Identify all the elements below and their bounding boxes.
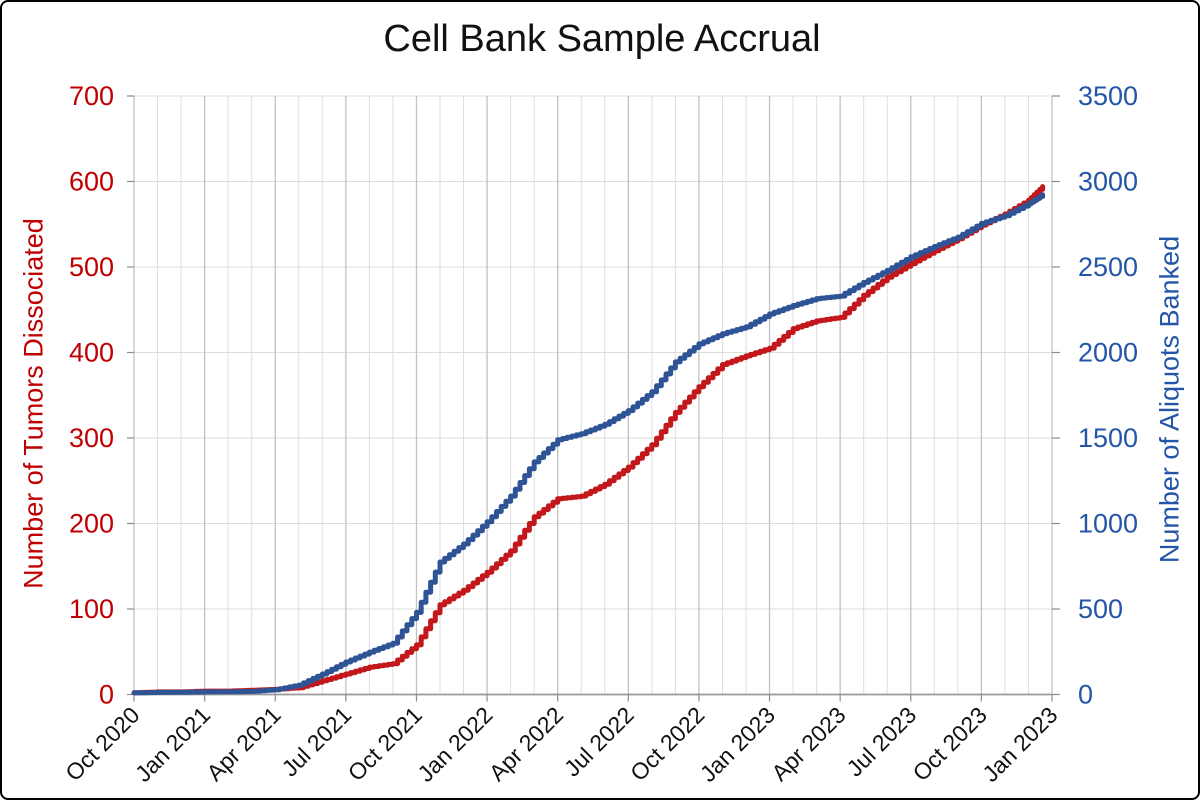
y-left-axis-title: Number of Tumors Dissociated — [18, 218, 49, 589]
aliquots-banked-line — [131, 192, 1046, 696]
tumors-dissociated-line — [131, 184, 1046, 696]
y-left-tick-label: 300 — [69, 423, 114, 453]
x-tick-label: Apr 2021 — [201, 702, 285, 786]
x-tick-label: Apr 2022 — [484, 702, 568, 786]
y-right-tick-label: 1000 — [1078, 509, 1138, 539]
y-left-tick-label: 0 — [99, 680, 114, 710]
x-tick-label: Jan 2021 — [130, 702, 215, 787]
chart-title: Cell Bank Sample Accrual — [383, 18, 821, 60]
x-tick-label: Jan 2023 — [977, 702, 1062, 787]
y-left-tick-label: 600 — [69, 167, 114, 197]
y-left-tick-label: 500 — [69, 252, 114, 282]
y-right-tick-label: 2000 — [1078, 338, 1138, 368]
y-right-axis-title: Number of Aliquots Banked — [1154, 235, 1185, 564]
y-right-tick-label: 500 — [1078, 594, 1123, 624]
x-tick-label: Oct 2022 — [625, 702, 709, 786]
y-left-tick-label: 100 — [69, 594, 114, 624]
x-tick-label: Oct 2020 — [60, 702, 144, 786]
y-right-tick-label: 1500 — [1078, 423, 1138, 453]
y-left-tick-label: 400 — [69, 338, 114, 368]
x-tick-label: Oct 2023 — [908, 702, 992, 786]
y-right-tick-label: 3500 — [1078, 81, 1138, 111]
y-right-tick-label: 2500 — [1078, 252, 1138, 282]
y-right-tick-label: 0 — [1078, 680, 1093, 710]
y-right-tick-label: 3000 — [1078, 167, 1138, 197]
y-left-tick-label: 700 — [69, 81, 114, 111]
x-tick-label: Jan 2022 — [412, 702, 497, 787]
y-left-tick-label: 200 — [69, 509, 114, 539]
x-tick-label: Oct 2021 — [343, 702, 427, 786]
x-tick-label: Apr 2023 — [766, 702, 850, 786]
x-tick-label: Jan 2023 — [695, 702, 780, 787]
